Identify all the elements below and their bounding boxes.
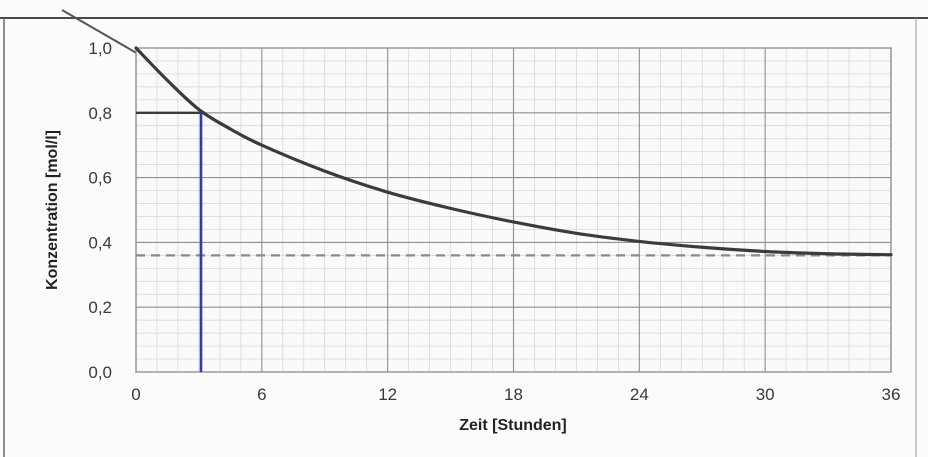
x-axis-title: Zeit [Stunden] [459,417,567,434]
y-tick-label: 0,0 [88,363,112,382]
x-tick-label: 18 [504,385,523,404]
y-tick-label: 0,2 [88,298,112,317]
y-axis-ticks: 0,0 0,2 0,4 0,6 0,8 1,0 [88,39,112,382]
y-axis-title: Konzentration [mol/l] [44,130,61,290]
x-tick-label: 0 [131,385,140,404]
annotations [136,111,891,372]
x-tick-label: 6 [257,385,266,404]
x-tick-label: 12 [378,385,397,404]
x-tick-label: 24 [630,385,649,404]
x-tick-label: 30 [756,385,775,404]
y-tick-label: 0,8 [88,104,112,123]
x-tick-label: 36 [882,385,901,404]
y-tick-label: 0,4 [88,233,112,252]
concentration-curve [134,46,893,257]
y-tick-label: 1,0 [88,39,112,58]
major-grid [135,47,892,373]
x-axis-ticks: 0 6 12 18 24 30 36 [131,385,900,404]
y-tick-label: 0,6 [88,169,112,188]
series-layer [134,46,893,257]
scan-artifact-line [61,9,141,56]
